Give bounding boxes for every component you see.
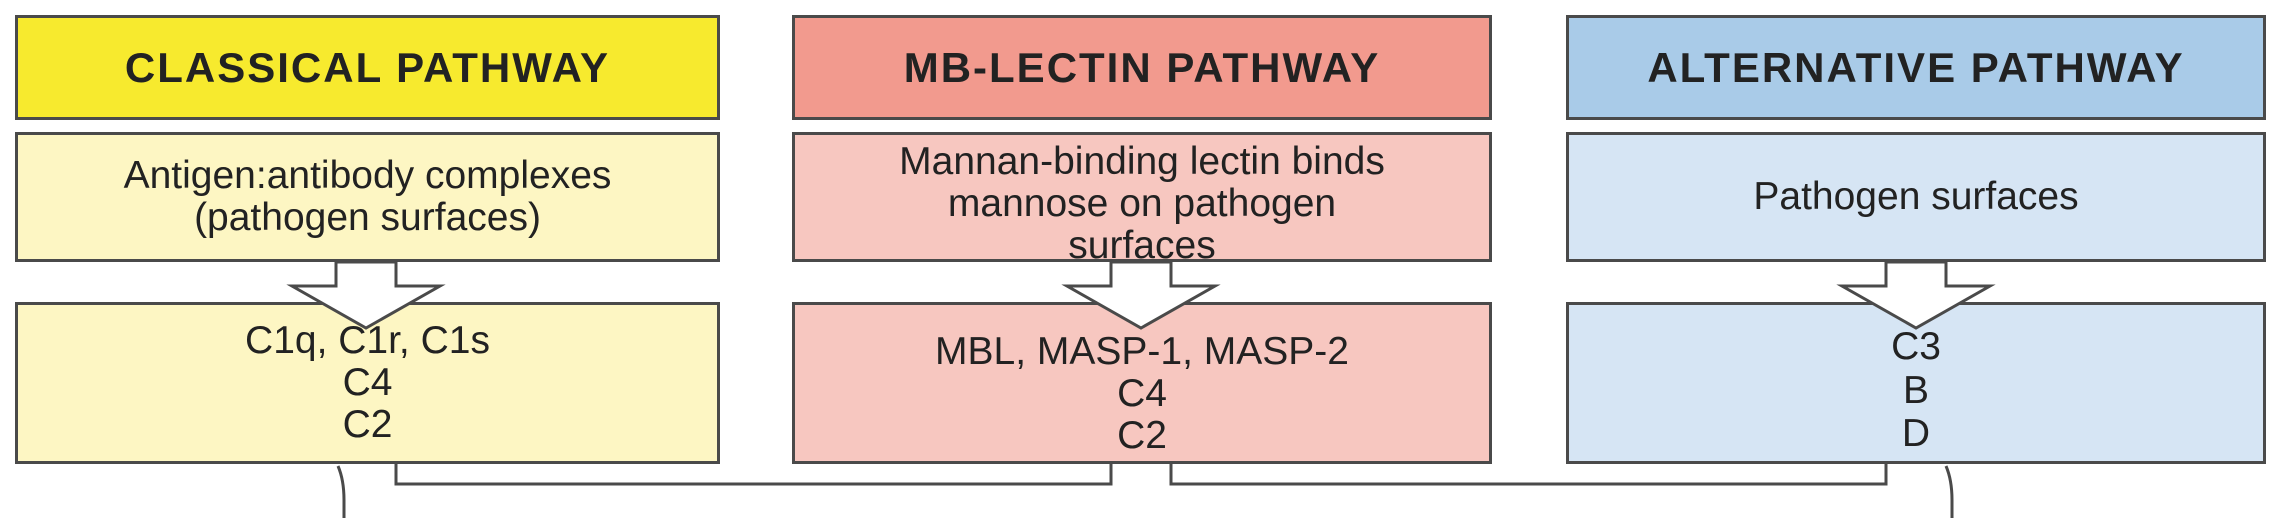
classical-to-lectin-connector [394, 464, 1113, 486]
classical-source-line-2: (pathogen surfaces) [194, 196, 541, 239]
classical-component-3: C2 [342, 403, 393, 447]
alternative-component-3: D [1901, 412, 1931, 456]
mb-lectin-component-2: C4 [1117, 371, 1167, 415]
mb-lectin-pathway-title: MB-LECTIN PATHWAY [903, 43, 1381, 91]
mb-lectin-component-1: MBL, MASP-1, MASP-2 [935, 329, 1349, 373]
alternative-source-line-1: Pathogen surfaces [1753, 174, 2079, 218]
alternative-pathway-header: ALTERNATIVE PATHWAY [1566, 15, 2266, 120]
mb-lectin-source-line-2: mannose on pathogen [947, 182, 1337, 226]
mb-lectin-source-line-1: Mannan-binding lectin binds [899, 140, 1385, 183]
mb-lectin-component-3: C2 [1117, 414, 1167, 458]
classical-source-line-1: Antigen:antibody complexes [123, 153, 612, 197]
mb-lectin-pathway-source: Mannan-binding lectin binds mannose on p… [792, 132, 1492, 267]
classical-left-bracket [336, 465, 346, 518]
alternative-component-2: B [1902, 368, 1929, 412]
classical-pathway-title: CLASSICAL PATHWAY [124, 43, 611, 91]
classical-down-arrow [286, 260, 446, 330]
alternative-component-1: C3 [1891, 325, 1941, 368]
alternative-pathway-title: ALTERNATIVE PATHWAY [1647, 43, 2185, 91]
alternative-down-arrow [1836, 260, 1996, 330]
mb-lectin-down-arrow [1061, 260, 1221, 330]
classical-pathway-components: C1q, C1r, C1s C4 C2 [15, 302, 720, 464]
classical-pathway-header: CLASSICAL PATHWAY [15, 15, 720, 120]
alternative-pathway-source: Pathogen surfaces [1566, 132, 2266, 262]
mb-lectin-pathway-components: MBL, MASP-1, MASP-2 C4 C2 [792, 302, 1492, 464]
classical-component-2: C4 [342, 360, 393, 404]
lectin-to-alternative-connector [1169, 464, 1888, 486]
mb-lectin-source-line-3: surfaces [1068, 224, 1216, 268]
alternative-right-bracket [1944, 465, 1954, 518]
mb-lectin-pathway-header: MB-LECTIN PATHWAY [792, 15, 1492, 120]
